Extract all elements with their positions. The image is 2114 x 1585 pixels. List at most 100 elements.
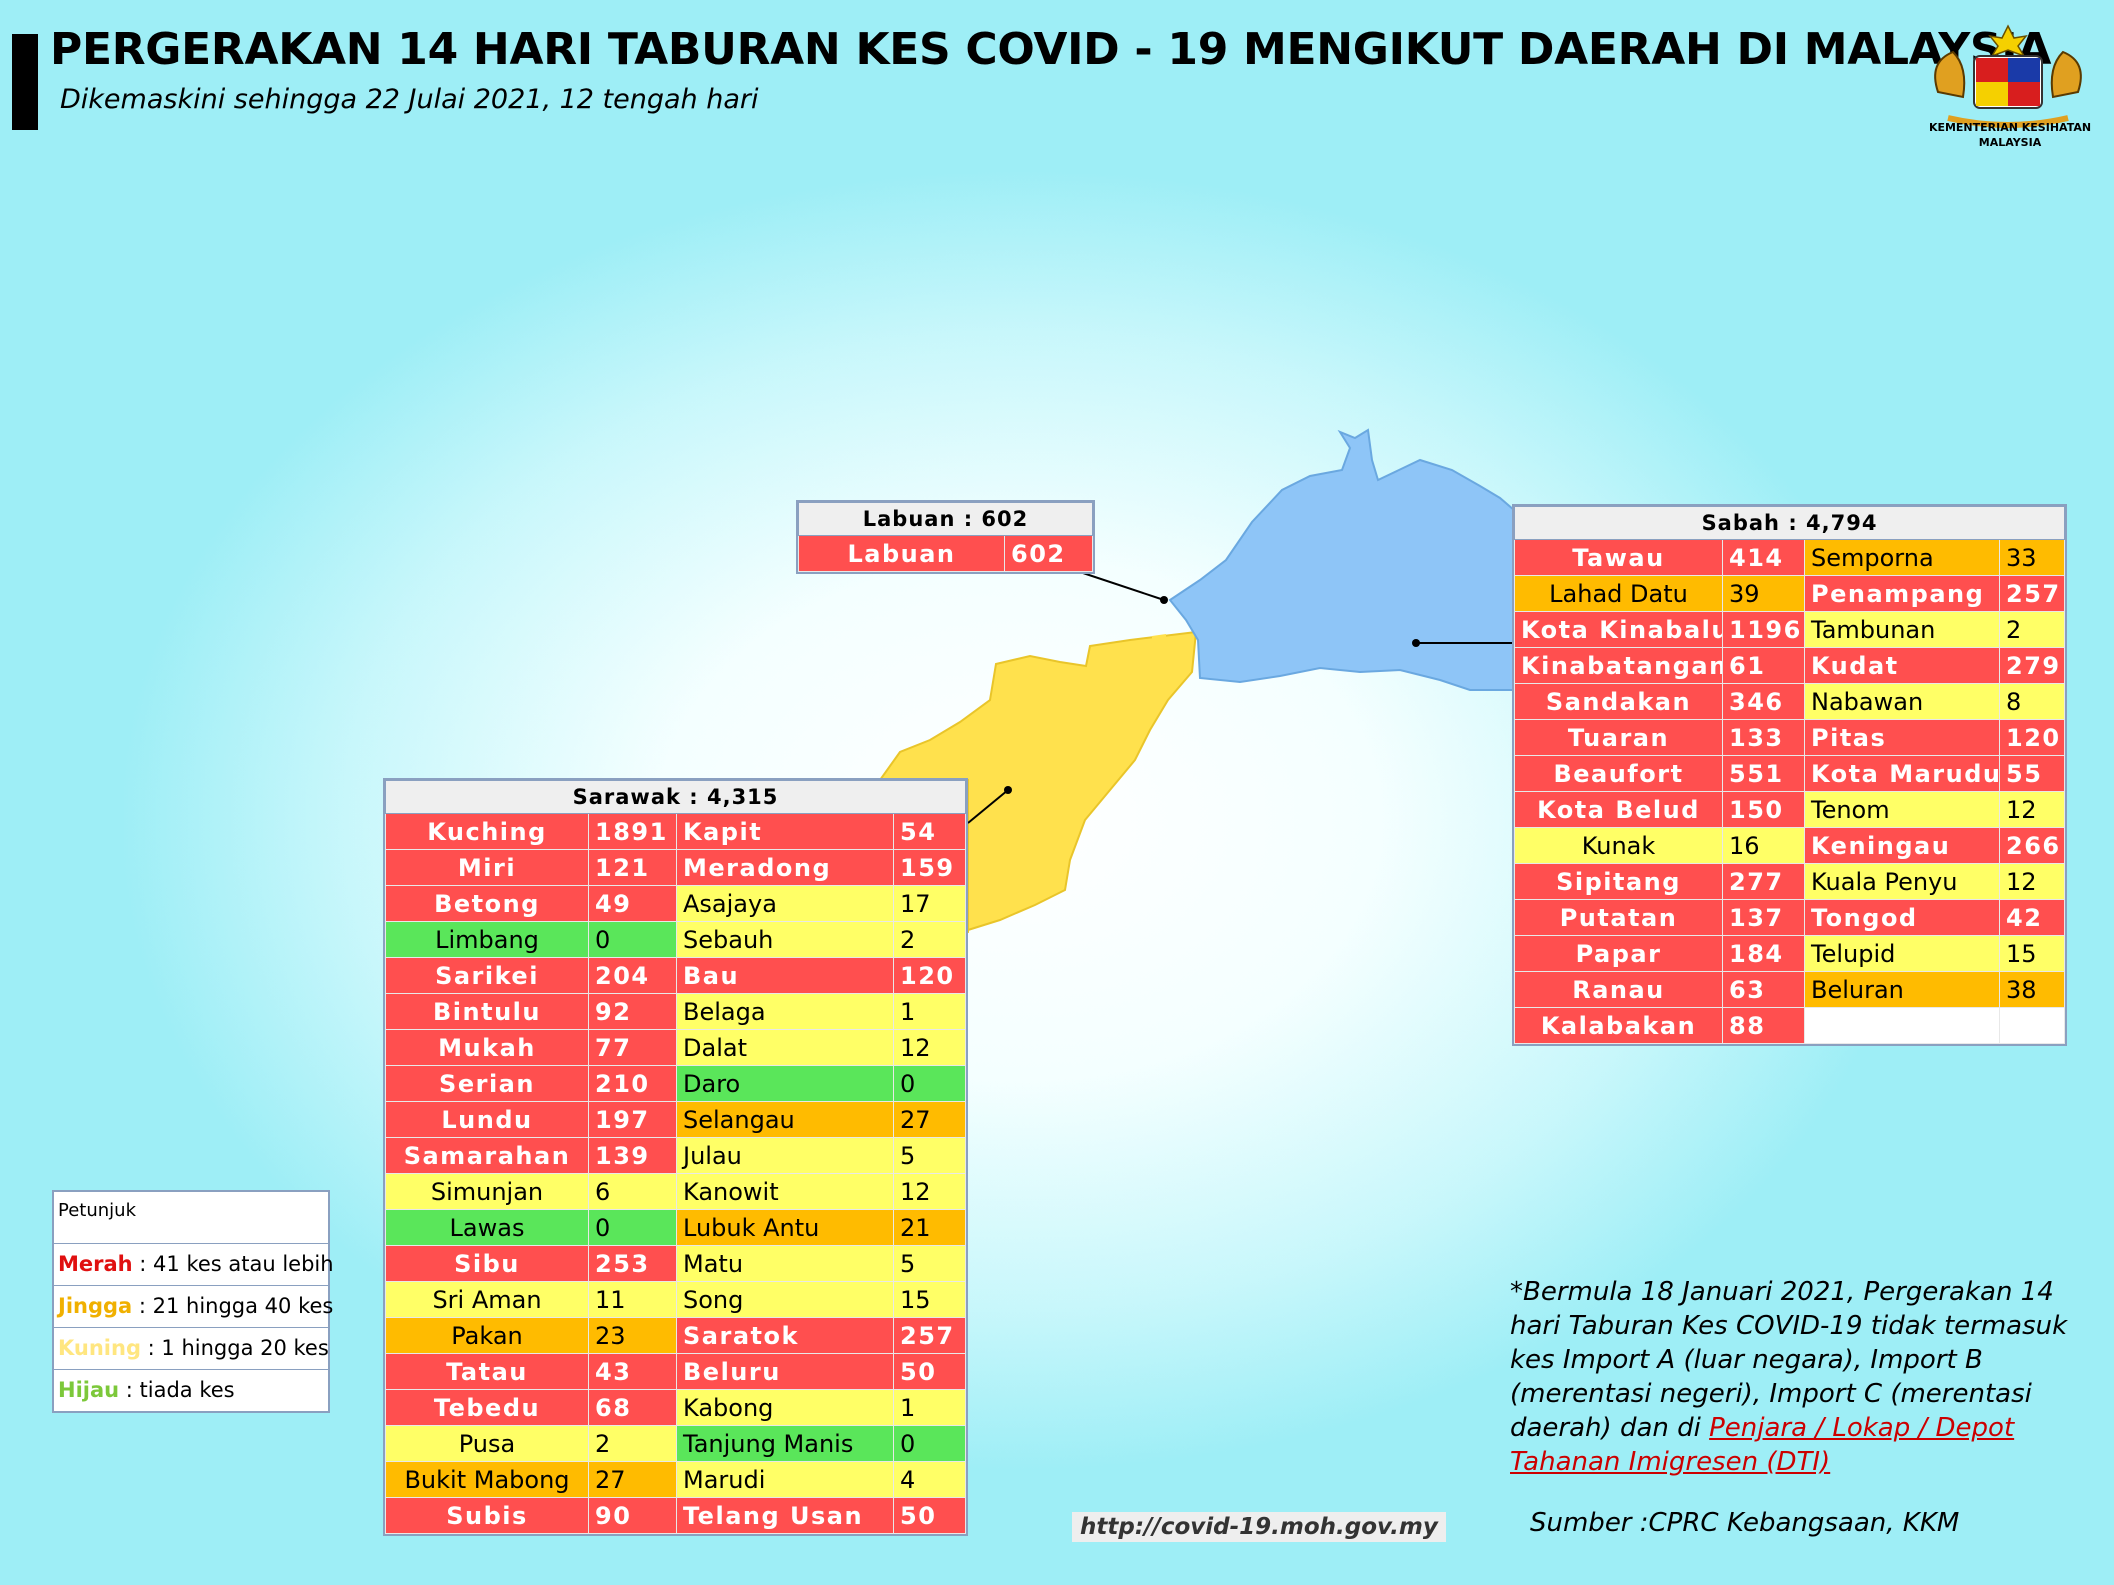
- table-row: Lundu 197 Selangau 27: [385, 1101, 966, 1138]
- district-name: Sandakan: [1514, 683, 1723, 720]
- district-name: Telupid: [1804, 935, 2000, 972]
- district-cases: 15: [1998, 935, 2066, 972]
- district-cases: 184: [1722, 935, 1805, 972]
- table-row: Labuan 602: [798, 535, 1094, 572]
- district-name: Kapit: [676, 813, 894, 850]
- district-cases: 50: [893, 1497, 966, 1534]
- table-row: Miri 121 Meradong 159: [385, 849, 966, 886]
- district-name: Selangau: [676, 1101, 894, 1138]
- district-name: Kuala Penyu: [1804, 863, 2000, 900]
- table-row: Tawau 414 Semporna 33: [1514, 539, 2066, 576]
- table-row: Subis 90 Telang Usan 50: [385, 1497, 966, 1534]
- table-row: Pakan 23 Saratok 257: [385, 1317, 966, 1354]
- legend-text: : 21 hingga 40 kes: [132, 1294, 334, 1318]
- district-cases: 120: [1998, 719, 2066, 756]
- district-name: Song: [676, 1281, 894, 1318]
- labuan-island: [1152, 634, 1166, 644]
- district-name: Nabawan: [1804, 683, 2000, 720]
- legend-text: : 41 kes atau lebih: [132, 1252, 334, 1276]
- table-row: Sarikei 204 Bau 120: [385, 957, 966, 994]
- district-name: Asajaya: [676, 885, 894, 922]
- table-row: Bintulu 92 Belaga 1: [385, 993, 966, 1030]
- district-cases: [1998, 1007, 2066, 1044]
- legend-item: Merah : 41 kes atau lebih: [54, 1244, 334, 1286]
- district-cases: 414: [1722, 539, 1805, 576]
- labuan-table-title: Labuan : 602: [797, 502, 1094, 536]
- district-name: Semporna: [1804, 539, 2000, 576]
- district-name: Samarahan: [385, 1137, 589, 1174]
- district-cases: 61: [1722, 647, 1805, 684]
- district-name: Kabong: [676, 1389, 894, 1426]
- district-cases: 1196: [1722, 611, 1805, 648]
- note-link[interactable]: Penjara / Lokap / Depot Tahanan Imigrese…: [1510, 1413, 2015, 1477]
- district-name: Miri: [385, 849, 589, 886]
- district-name: Belaga: [676, 993, 894, 1030]
- sabah-table: Sabah : 4,794 Tawau 414 Semporna 33 Lahad Dat…: [1511, 504, 2068, 1046]
- district-cases: 27: [893, 1101, 966, 1138]
- district-cases: 1: [893, 1389, 966, 1426]
- title-bar: [12, 34, 38, 130]
- page-title: PERGERAKAN 14 HARI TABURAN KES COVID - 1…: [50, 24, 2052, 75]
- district-name: Matu: [676, 1245, 894, 1282]
- legend-item: Jingga : 21 hingga 40 kes: [54, 1286, 333, 1328]
- district-name: Penampang: [1804, 575, 2000, 612]
- table-row: Beaufort 551 Kota Marudu 55: [1514, 755, 2066, 792]
- sabah-region: [1168, 428, 1515, 691]
- district-cases: 0: [588, 921, 677, 958]
- district-name: Lawas: [385, 1209, 589, 1246]
- district-name: Pusa: [385, 1425, 589, 1462]
- district-cases: 23: [588, 1317, 677, 1354]
- district-cases: 120: [893, 957, 966, 994]
- district-name: Telang Usan: [676, 1497, 894, 1534]
- table-row: Sibu 253 Matu 5: [385, 1245, 966, 1282]
- district-cases: 0: [588, 1209, 677, 1246]
- district-name: Tatau: [385, 1353, 589, 1390]
- district-name: Sipitang: [1514, 863, 1723, 900]
- website-url[interactable]: http://covid-19.moh.gov.my: [1072, 1512, 1446, 1542]
- table-row: Tuaran 133 Pitas 120: [1514, 719, 2066, 756]
- district-name: Kuching: [385, 813, 589, 850]
- district-cases: 257: [1998, 575, 2066, 612]
- district-name: Lahad Datu: [1514, 575, 1723, 612]
- district-name: Limbang: [385, 921, 589, 958]
- legend-key: Merah: [58, 1252, 133, 1276]
- district-name: Tambunan: [1804, 611, 2000, 648]
- district-cases: 2: [1998, 611, 2066, 648]
- district-cases: 12: [1998, 863, 2066, 900]
- district-name: Pitas: [1804, 719, 2000, 756]
- table-row: Kota Belud 150 Tenom 12: [1514, 791, 2066, 828]
- district-name: Daro: [676, 1065, 894, 1102]
- district-name: Ranau: [1514, 971, 1723, 1008]
- table-row: Bukit Mabong 27 Marudi 4: [385, 1461, 966, 1498]
- table-row: Limbang 0 Sebauh 2: [385, 921, 966, 958]
- district-cases: 2: [893, 921, 966, 958]
- district-name: Beluru: [676, 1353, 894, 1390]
- district-cases: 4: [893, 1461, 966, 1498]
- ministry-crest-icon: [1934, 24, 2082, 128]
- district-cases: 12: [1998, 791, 2066, 828]
- district-name: Betong: [385, 885, 589, 922]
- sabah-table-title: Sabah : 4,794: [1513, 506, 2066, 540]
- page-subtitle: Dikemaskini sehingga 22 Julai 2021, 12 t…: [60, 84, 759, 115]
- exclusion-note: *Bermula 18 Januari 2021, Pergerakan 14 …: [1510, 1275, 2105, 1479]
- district-cases: 0: [893, 1425, 966, 1462]
- table-row: Papar 184 Telupid 15: [1514, 935, 2066, 972]
- labuan-table: Labuan : 602 Labuan 602: [795, 500, 1096, 574]
- district-cases: 5: [893, 1137, 966, 1174]
- district-cases: 0: [893, 1065, 966, 1102]
- district-name: Sri Aman: [385, 1281, 589, 1318]
- table-row: Kota Kinabalu 1196 Tambunan 2: [1514, 611, 2066, 648]
- district-cases: 12: [893, 1173, 966, 1210]
- district-cases: 602: [1003, 535, 1094, 572]
- district-cases: 77: [588, 1029, 677, 1066]
- district-name: Kalabakan: [1514, 1007, 1723, 1044]
- district-cases: 2: [588, 1425, 677, 1462]
- district-name: Julau: [676, 1137, 894, 1174]
- district-name: Bukit Mabong: [385, 1461, 589, 1498]
- table-row: Sri Aman 11 Song 15: [385, 1281, 966, 1318]
- sabah-marker: [1412, 639, 1420, 647]
- ministry-name: KEMENTERIAN KESIHATAN MALAYSIA: [1900, 120, 2114, 150]
- sarawak-table: Sarawak : 4,315 Kuching 1891 Kapit 54 Miri 121…: [383, 778, 968, 1536]
- district-cases: 277: [1722, 863, 1805, 900]
